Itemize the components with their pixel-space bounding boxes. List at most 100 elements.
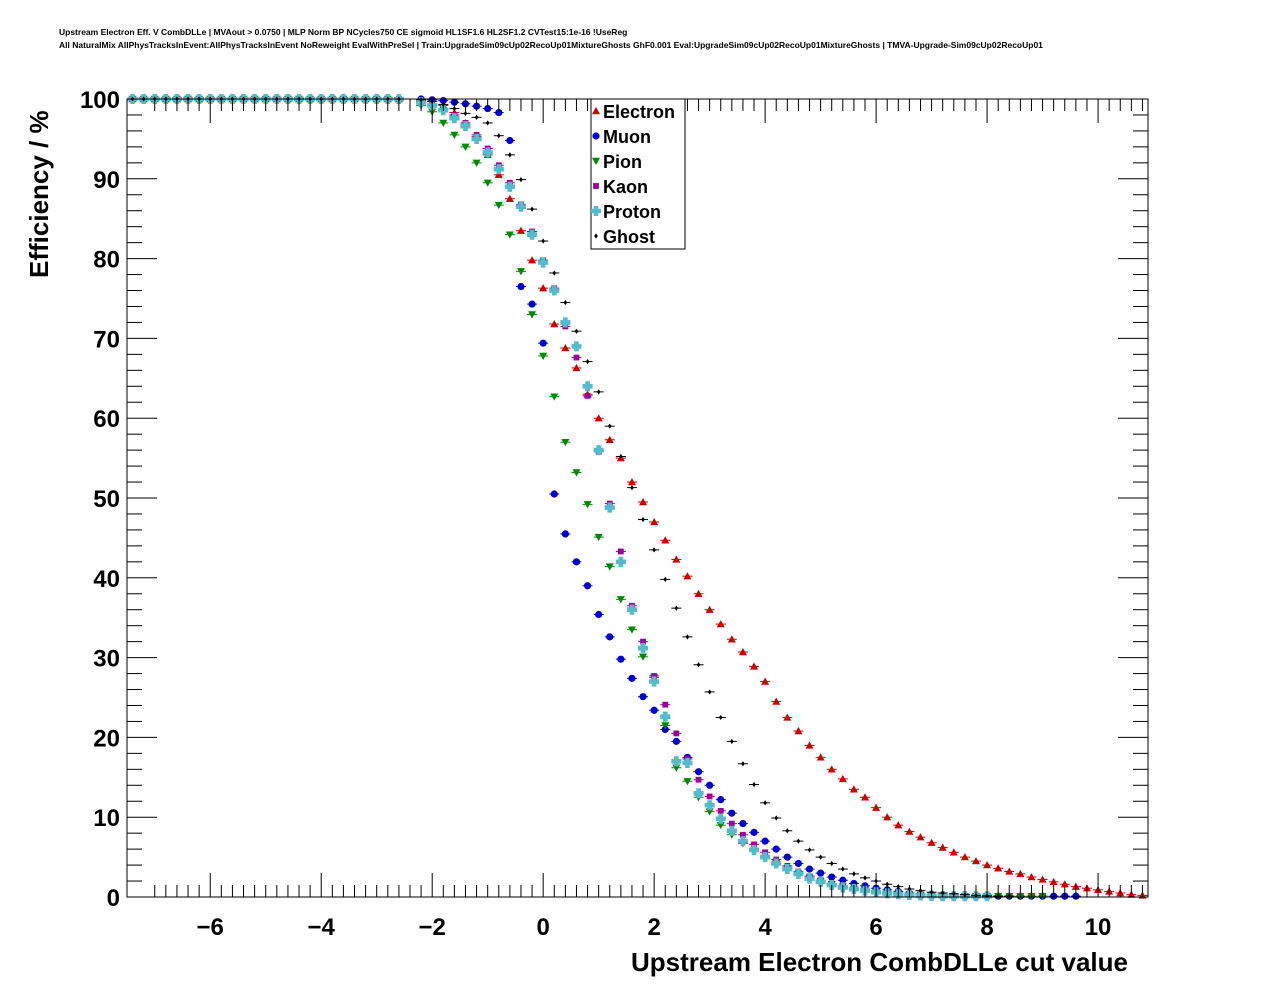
legend-label: Ghost xyxy=(603,227,655,247)
y-tick-label: 20 xyxy=(93,725,120,752)
data-point xyxy=(539,284,548,292)
data-point xyxy=(818,854,823,860)
data-point xyxy=(506,136,514,145)
data-point xyxy=(528,311,537,319)
data-point xyxy=(794,727,803,735)
data-point xyxy=(571,341,582,352)
y-tick-label: 50 xyxy=(93,486,120,513)
data-point xyxy=(593,445,604,456)
data-point xyxy=(639,497,648,506)
data-point xyxy=(815,876,826,887)
data-point xyxy=(694,589,703,597)
data-point xyxy=(505,194,514,202)
x-tick-label: 8 xyxy=(980,914,993,941)
data-point xyxy=(585,358,590,365)
data-point xyxy=(682,757,693,768)
data-point xyxy=(693,788,704,799)
y-axis: 0 10 20 30 40 50 60 70 80 90 100 xyxy=(80,87,1148,912)
data-point xyxy=(716,620,725,628)
data-point xyxy=(439,119,448,127)
data-point xyxy=(715,813,726,824)
data-point xyxy=(785,828,790,834)
data-point xyxy=(552,270,557,276)
data-point xyxy=(496,133,501,139)
legend-marker xyxy=(590,205,602,217)
data-point xyxy=(737,836,748,847)
data-point xyxy=(1027,873,1036,881)
data-point xyxy=(804,873,815,884)
data-point xyxy=(639,653,648,661)
data-point xyxy=(560,317,571,328)
data-point xyxy=(616,596,625,604)
data-point xyxy=(528,256,537,264)
data-point xyxy=(726,825,737,836)
data-point xyxy=(651,673,658,679)
data-point xyxy=(641,516,645,523)
data-point xyxy=(849,785,858,793)
data-point xyxy=(517,282,525,291)
data-point xyxy=(696,662,701,668)
data-point xyxy=(852,871,856,877)
legend-entry-kaon: Kaon xyxy=(593,177,648,197)
data-point xyxy=(828,873,836,881)
data-point xyxy=(1060,880,1069,888)
data-point xyxy=(971,857,980,865)
data-point xyxy=(530,206,534,212)
data-point xyxy=(494,201,503,210)
data-point xyxy=(638,642,649,654)
data-point xyxy=(761,837,769,845)
data-point xyxy=(748,844,760,855)
data-point xyxy=(538,257,549,268)
data-point xyxy=(539,352,548,360)
data-point xyxy=(718,714,723,721)
legend-entry-proton: Proton xyxy=(590,202,661,222)
y-tick-label: 100 xyxy=(80,87,120,114)
data-point xyxy=(519,176,523,183)
chart-title-line-1: Upstream Electron Eff. V CombDLLe | MVAo… xyxy=(59,27,628,37)
y-tick-label: 40 xyxy=(93,566,120,593)
data-point xyxy=(482,147,493,158)
legend-label: Electron xyxy=(603,102,675,122)
data-point xyxy=(829,860,834,867)
legend-entry-pion: Pion xyxy=(592,152,642,172)
data-point xyxy=(627,626,636,634)
x-tick-label: −6 xyxy=(197,914,224,941)
data-point xyxy=(674,605,679,611)
data-point xyxy=(750,662,759,670)
data-point xyxy=(782,864,793,875)
data-point xyxy=(827,765,836,773)
legend-marker xyxy=(593,183,599,189)
data-point xyxy=(839,876,847,884)
legend-entry-electron: Electron xyxy=(592,102,675,122)
legend-box xyxy=(590,98,686,250)
data-point xyxy=(728,820,735,827)
data-point xyxy=(752,781,756,788)
data-point xyxy=(493,164,504,175)
data-point xyxy=(640,638,646,645)
data-point xyxy=(483,179,492,187)
data-point xyxy=(474,114,479,120)
data-point xyxy=(994,864,1003,872)
data-point xyxy=(717,796,725,804)
data-point xyxy=(983,861,992,869)
y-tick-label: 70 xyxy=(93,326,120,353)
data-point xyxy=(604,502,615,513)
data-point xyxy=(596,389,601,395)
data-point xyxy=(863,875,867,881)
data-point xyxy=(661,536,670,544)
data-point xyxy=(706,781,714,789)
legend-marker xyxy=(592,157,600,165)
data-point xyxy=(760,852,771,863)
data-point xyxy=(805,865,814,873)
data-point xyxy=(872,803,881,811)
data-point xyxy=(685,634,690,640)
data-point xyxy=(1005,867,1014,875)
data-point xyxy=(660,711,671,722)
data-point xyxy=(572,558,581,566)
data-point xyxy=(730,738,734,744)
data-point xyxy=(772,845,780,853)
x-tick-label: 2 xyxy=(647,914,660,941)
data-point xyxy=(516,226,525,234)
data-point xyxy=(508,152,512,158)
